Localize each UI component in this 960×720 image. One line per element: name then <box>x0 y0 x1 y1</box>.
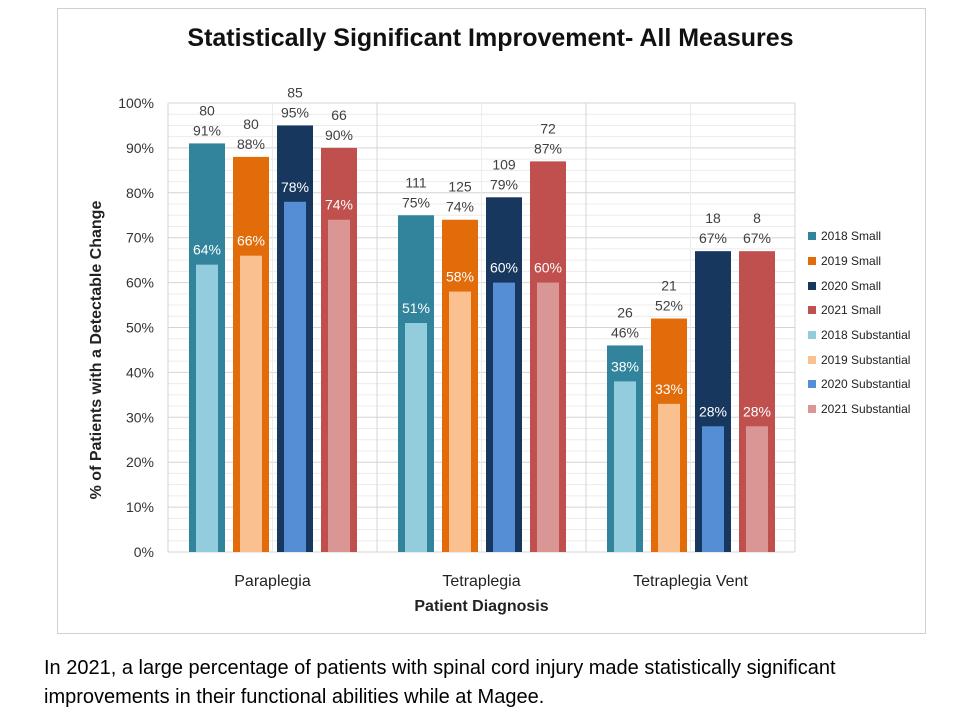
data-label-percent: 67% <box>699 230 727 246</box>
data-label-count: 85 <box>287 84 303 100</box>
x-tick-label: Tetraplegia Vent <box>633 573 748 590</box>
data-label-substantial: 66% <box>237 233 265 249</box>
data-label-percent: 87% <box>534 140 562 156</box>
chart-frame <box>57 8 926 634</box>
legend-item: 2018 Small <box>808 224 910 249</box>
data-label-percent: 90% <box>325 127 353 143</box>
y-tick-label: 0% <box>134 544 154 560</box>
y-tick-label: 60% <box>126 275 154 291</box>
data-label-substantial: 51% <box>402 300 430 316</box>
data-label-substantial: 64% <box>193 242 221 258</box>
data-label-percent: 46% <box>611 324 639 340</box>
bar-2019-substantial <box>449 291 471 552</box>
data-label-substantial: 28% <box>743 403 771 419</box>
data-label-percent: 75% <box>402 194 430 210</box>
data-label-count: 80 <box>243 116 259 132</box>
data-label-count: 109 <box>492 156 516 172</box>
data-label-substantial: 60% <box>490 260 518 276</box>
data-label-count: 18 <box>705 210 721 226</box>
legend-swatch <box>808 405 816 414</box>
data-label-count: 21 <box>661 278 677 294</box>
legend-label: 2020 Small <box>821 278 882 293</box>
data-label-substantial: 33% <box>655 381 683 397</box>
data-label-substantial: 28% <box>699 403 727 419</box>
y-tick-label: 100% <box>118 95 154 111</box>
data-label-percent: 79% <box>490 176 518 192</box>
y-tick-label: 40% <box>126 364 154 380</box>
y-tick-label: 10% <box>126 499 154 515</box>
chart-title: Statistically Significant Improvement- A… <box>187 24 794 52</box>
legend-swatch <box>808 380 816 389</box>
bar-2020-substantial <box>493 282 515 552</box>
data-label-substantial: 60% <box>534 260 562 276</box>
data-label-count: 26 <box>617 304 633 320</box>
legend-item: 2020 Small <box>808 273 910 298</box>
data-label-percent: 67% <box>743 230 771 246</box>
legend-label: 2020 Substantial <box>821 377 911 392</box>
legend-label: 2019 Substantial <box>821 352 911 367</box>
bar-2021-substantial <box>746 426 768 552</box>
data-label-count: 80 <box>199 102 215 118</box>
bar-2021-substantial <box>328 219 350 553</box>
data-label-count: 8 <box>753 210 761 226</box>
bar-2020-substantial <box>702 426 724 552</box>
legend-item: 2021 Small <box>808 298 910 323</box>
legend-label: 2018 Substantial <box>821 328 911 343</box>
data-label-count: 72 <box>540 120 556 136</box>
y-tick-label: 80% <box>126 185 154 201</box>
legend-label: 2019 Small <box>821 254 882 269</box>
legend-label: 2018 Small <box>821 229 882 244</box>
legend-item: 2019 Substantial <box>808 347 910 372</box>
data-label-percent: 91% <box>193 122 221 138</box>
data-label-substantial: 58% <box>446 269 474 285</box>
legend-swatch <box>808 232 816 241</box>
bar-2018-substantial <box>614 381 636 552</box>
bar-2018-substantial <box>405 323 427 552</box>
legend-label: 2021 Substantial <box>821 402 911 417</box>
data-label-count: 111 <box>405 174 426 190</box>
bar-2020-substantial <box>284 201 306 552</box>
legend-swatch <box>808 257 816 266</box>
data-label-percent: 95% <box>281 104 309 120</box>
legend-swatch <box>808 281 816 290</box>
y-tick-label: 50% <box>126 320 154 336</box>
data-label-substantial: 38% <box>611 358 639 374</box>
legend-swatch <box>808 355 816 364</box>
legend: 2018 Small 2019 Small 2020 Small 2021 Small… <box>808 224 910 422</box>
data-label-count: 66 <box>331 107 347 123</box>
bar-2019-substantial <box>658 403 680 552</box>
x-tick-label: Paraplegia <box>234 573 311 590</box>
data-label-count: 125 <box>448 179 472 195</box>
bar-2019-substantial <box>240 255 262 552</box>
legend-item: 2021 Substantial <box>808 397 910 422</box>
legend-item: 2019 Small <box>808 249 910 274</box>
y-tick-label: 90% <box>126 140 154 156</box>
bar-2021-substantial <box>537 282 559 552</box>
legend-swatch <box>808 306 816 315</box>
data-label-percent: 52% <box>655 298 683 314</box>
y-tick-label: 20% <box>126 454 154 470</box>
y-tick-label: 70% <box>126 230 154 246</box>
y-tick-label: 30% <box>126 409 154 425</box>
bar-2018-substantial <box>196 264 218 552</box>
legend-item: 2018 Substantial <box>808 323 910 348</box>
legend-label: 2021 Small <box>821 303 882 318</box>
x-tick-label: Tetraplegia <box>442 573 520 590</box>
data-label-percent: 74% <box>446 199 474 215</box>
data-label-substantial: 78% <box>281 179 309 195</box>
legend-swatch <box>808 331 816 340</box>
legend-item: 2020 Substantial <box>808 372 910 397</box>
caption: In 2021, a large percentage of patients … <box>44 657 836 708</box>
x-axis-title: Patient Diagnosis <box>414 598 549 615</box>
data-label-substantial: 74% <box>325 197 353 213</box>
data-label-percent: 88% <box>237 136 265 152</box>
